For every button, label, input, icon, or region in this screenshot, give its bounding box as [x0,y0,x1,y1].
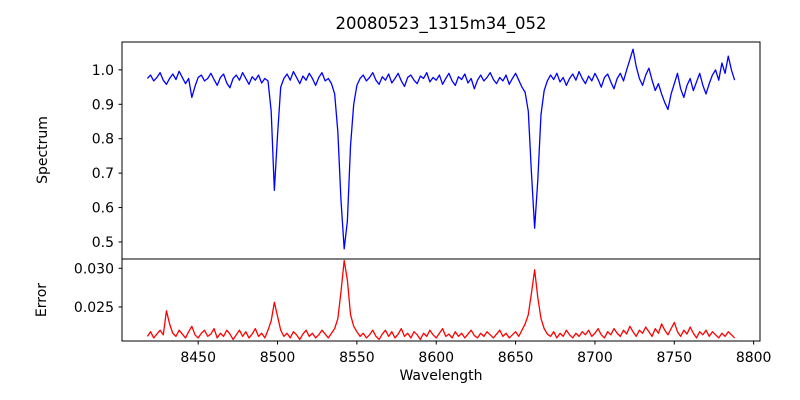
x-tick-label: 8700 [577,350,613,366]
y-axis-label-spectrum: Spectrum [35,116,51,184]
chart-title: 20080523_1315m34_052 [335,14,546,34]
y-tick-label: 0.8 [92,132,114,148]
error-line [146,259,736,341]
plot-lines-layer [146,48,736,341]
x-tick-label: 8450 [180,350,216,366]
spectrum-panel-frame [121,41,761,260]
x-tick-label: 8800 [736,350,772,366]
y-tick-label: 1.0 [92,63,114,79]
x-tick-label: 8550 [339,350,375,366]
axes-layer: 8450 8500 8550 8600 8650 8700 8750 8800 0.5 0.6 0.… [74,41,772,366]
x-axis-label: Wavelength [399,368,482,384]
y-tick-label: 0.7 [92,166,114,182]
y-tick-label: 0.6 [92,201,114,217]
x-tick-label: 8650 [498,350,534,366]
y-axis-label-error: Error [34,283,50,317]
y-tick-label: 0.9 [92,97,114,113]
y-tick-label: 0.025 [74,300,114,316]
x-tick-label: 8600 [418,350,454,366]
y-tick-label: 0.030 [74,261,114,277]
y-tick-label: 0.5 [92,235,114,251]
spectrum-line [146,48,736,250]
error-panel-frame [121,258,761,342]
x-tick-label: 8500 [260,350,296,366]
x-tick-label: 8750 [656,350,692,366]
